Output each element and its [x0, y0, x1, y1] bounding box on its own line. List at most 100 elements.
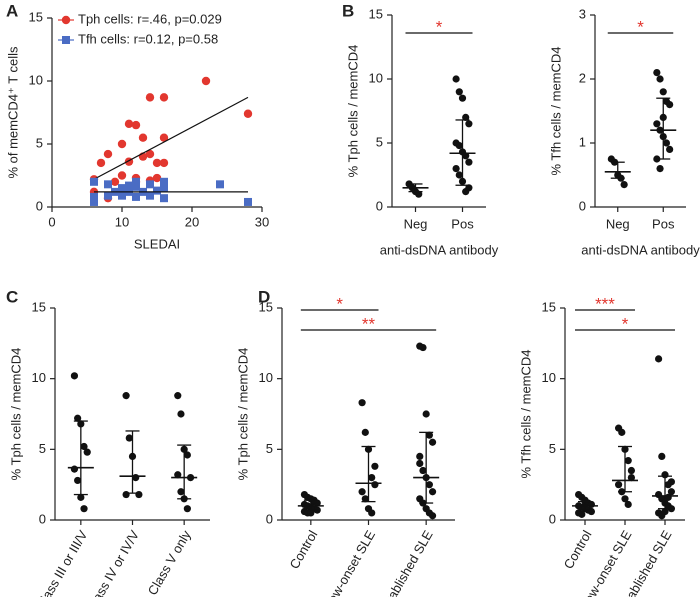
x-tick-label: Class III or III/V	[33, 527, 91, 597]
point	[419, 466, 427, 475]
point	[70, 465, 79, 473]
point	[125, 181, 133, 190]
point	[624, 500, 632, 509]
point	[138, 133, 148, 142]
point	[74, 476, 82, 485]
y-axis-label: % of memCD4⁺ T cells	[5, 46, 20, 179]
point	[145, 149, 155, 159]
x-tick-label: Class IV or IV/V	[83, 527, 142, 597]
point	[415, 190, 423, 198]
point	[104, 180, 112, 189]
point	[152, 158, 162, 168]
y-tick-label: 5	[549, 441, 556, 456]
y-tick-label: 15	[542, 299, 556, 314]
point	[452, 75, 460, 83]
point	[174, 471, 182, 479]
point	[653, 69, 661, 77]
x-tick-label: Pos	[451, 216, 474, 231]
point	[458, 94, 467, 102]
x-tick-label: Established SLE	[375, 527, 436, 597]
x-axis-label: anti-dsDNA antibody	[581, 242, 700, 257]
point	[425, 481, 433, 489]
point	[159, 133, 169, 142]
y-tick-label: 10	[259, 370, 273, 385]
point	[624, 457, 632, 465]
point	[159, 93, 169, 102]
point	[358, 488, 366, 496]
x-axis-label: anti-dsDNA antibody	[380, 242, 499, 257]
point	[132, 177, 140, 186]
y-tick-label: 2	[579, 70, 586, 85]
y-tick-label: 0	[376, 198, 383, 213]
point	[80, 442, 88, 451]
point	[125, 434, 133, 442]
y-tick-label: 15	[369, 6, 383, 21]
point	[618, 428, 626, 436]
y-tick-label: 0	[266, 511, 273, 526]
x-tick-label: 20	[185, 214, 199, 229]
point	[667, 478, 676, 486]
point	[428, 512, 437, 520]
legend-label: Tph cells: r=.46, p=0.029	[78, 11, 222, 26]
point	[118, 184, 126, 193]
point	[428, 488, 437, 496]
point	[361, 428, 369, 436]
y-tick-label: 10	[32, 370, 46, 385]
y-tick-label: 15	[29, 9, 43, 24]
point	[153, 186, 161, 195]
point	[455, 141, 463, 150]
point	[216, 180, 224, 189]
point	[416, 459, 424, 468]
point	[627, 466, 636, 475]
point	[146, 191, 154, 200]
point	[371, 481, 379, 489]
point	[135, 490, 143, 499]
x-tick-label: 0	[48, 214, 55, 229]
significance-label: *	[336, 294, 343, 313]
x-tick-label: Neg	[404, 216, 428, 231]
point	[587, 507, 596, 516]
y-tick-label: 15	[32, 299, 46, 314]
significance-label: **	[362, 314, 376, 333]
y-axis-label: % Tfh cells / memCD4	[548, 46, 563, 175]
x-tick-label: New-onset SLE	[320, 527, 378, 597]
point	[361, 495, 369, 503]
point	[183, 505, 191, 513]
point	[80, 505, 88, 513]
point	[465, 158, 473, 166]
y-axis-label: % Tph cells / memCD4	[235, 348, 250, 481]
point	[244, 197, 252, 206]
y-tick-label: 5	[266, 441, 273, 456]
point	[662, 139, 671, 147]
point	[655, 355, 663, 363]
point	[160, 177, 168, 186]
significance-label: *	[637, 17, 644, 36]
point	[145, 93, 155, 102]
x-tick-label: Pos	[652, 216, 675, 231]
point	[455, 88, 463, 96]
point	[452, 165, 460, 173]
point	[658, 452, 666, 460]
point	[110, 177, 120, 186]
point	[368, 474, 376, 482]
point	[416, 452, 424, 460]
point	[174, 392, 182, 400]
point	[422, 410, 430, 418]
point	[627, 474, 636, 482]
point	[455, 171, 463, 179]
point	[578, 510, 586, 518]
point	[122, 392, 130, 400]
y-tick-label: 0	[579, 198, 586, 213]
point	[368, 509, 376, 517]
point	[656, 75, 664, 83]
y-tick-label: 10	[29, 72, 43, 87]
point	[653, 120, 661, 128]
y-axis-label: % Tph cells / memCD4	[345, 45, 360, 178]
significance-label: ***	[595, 294, 615, 313]
point	[666, 101, 674, 109]
point	[132, 182, 140, 191]
point	[159, 158, 169, 168]
point	[659, 88, 667, 96]
point	[96, 158, 106, 168]
